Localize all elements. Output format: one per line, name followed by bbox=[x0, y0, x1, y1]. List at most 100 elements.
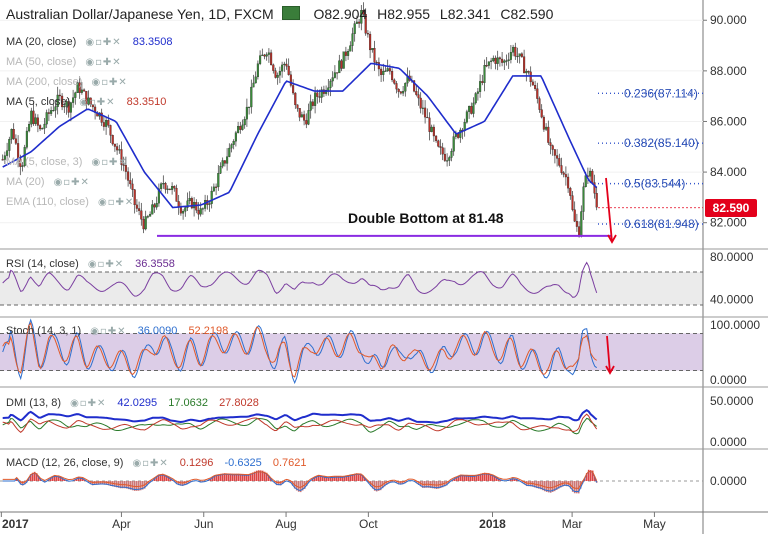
legend-buttons-icon[interactable]: ◉▫✚✕ bbox=[90, 326, 127, 337]
candlestick bbox=[19, 158, 22, 167]
macd-histogram-bar bbox=[331, 476, 334, 481]
macd-histogram-bar bbox=[363, 477, 366, 481]
candlestick bbox=[250, 86, 253, 108]
legend-buttons-icon[interactable]: ◉▫✚✕ bbox=[91, 77, 128, 88]
legend-macd[interactable]: MACD (12, 26, close, 9) ◉▫✚✕ 0.1296 -0.6… bbox=[6, 457, 307, 469]
legend-buttons-icon[interactable]: ◉▫✚✕ bbox=[53, 177, 90, 188]
candlestick bbox=[490, 60, 493, 62]
candlestick bbox=[199, 208, 202, 215]
candlestick bbox=[534, 85, 537, 89]
legend-buttons-icon[interactable]: ◉▫✚✕ bbox=[132, 458, 169, 469]
candlestick bbox=[144, 216, 147, 230]
macd-histogram-bar bbox=[509, 479, 512, 481]
legend-ma5[interactable]: MA (5, close) ◉▫✚✕ 83.3510 bbox=[6, 96, 166, 108]
candlestick bbox=[226, 156, 229, 164]
candlestick bbox=[369, 33, 372, 51]
candlestick bbox=[116, 146, 119, 151]
candlestick bbox=[153, 204, 156, 208]
legend-buttons-icon[interactable]: ◉▫✚✕ bbox=[98, 197, 135, 208]
macd-histogram-bar bbox=[21, 481, 24, 486]
fib-level-label: 0.382(85.140) bbox=[624, 136, 699, 150]
candlestick bbox=[184, 207, 187, 212]
candlestick bbox=[580, 211, 583, 237]
candlestick bbox=[384, 70, 387, 72]
candlestick bbox=[241, 124, 244, 130]
down-arrow bbox=[606, 335, 611, 374]
candlestick bbox=[259, 55, 262, 64]
candlestick bbox=[234, 132, 237, 142]
candlestick bbox=[21, 165, 24, 167]
candlestick bbox=[564, 174, 567, 178]
candlestick bbox=[179, 207, 182, 214]
macd-histogram-bar bbox=[19, 481, 22, 485]
legend-buttons-icon[interactable]: ◉▫✚✕ bbox=[91, 157, 128, 168]
candlestick bbox=[197, 210, 200, 215]
candlestick bbox=[551, 145, 554, 150]
indicator-tick-label: 0.0000 bbox=[710, 373, 747, 387]
macd-histogram-bar bbox=[337, 476, 340, 481]
candlestick bbox=[256, 63, 259, 78]
candlestick bbox=[74, 92, 77, 98]
candlestick bbox=[327, 87, 330, 91]
macd-histogram-bar bbox=[491, 474, 494, 481]
candlestick bbox=[309, 101, 312, 111]
candlestick bbox=[36, 117, 39, 126]
macd-histogram-bar bbox=[587, 469, 590, 481]
x-tick-label: Oct bbox=[359, 517, 378, 531]
legend-stoch[interactable]: Stoch (14, 3, 1) ◉▫✚✕ 36.0090 52.2198 bbox=[6, 325, 228, 337]
macd-histogram-bar bbox=[399, 481, 402, 485]
legend-ma20[interactable]: MA (20, close) ◉▫✚✕ 83.3508 bbox=[6, 36, 172, 48]
candlestick bbox=[83, 89, 86, 92]
candlestick bbox=[360, 10, 363, 24]
macd-line bbox=[2, 470, 598, 493]
macd-histogram-bar bbox=[385, 481, 388, 485]
legend-buttons-icon[interactable]: ◉▫✚✕ bbox=[85, 37, 122, 48]
macd-histogram-bar bbox=[277, 481, 280, 486]
candlestick bbox=[331, 77, 334, 82]
macd-histogram-bar bbox=[49, 477, 52, 481]
legend-ma5b[interactable]: MA (5, close, 3) ◉▫✚✕ bbox=[6, 156, 128, 168]
candlestick bbox=[351, 33, 354, 46]
candlestick bbox=[217, 173, 220, 188]
macd-histogram-bar bbox=[239, 473, 242, 481]
legend-ma50-label: MA (50, close) bbox=[6, 56, 77, 68]
candlestick bbox=[43, 123, 46, 129]
macd-histogram-bar bbox=[589, 470, 592, 481]
legend-rsi[interactable]: RSI (14, close) ◉▫✚✕ 36.3558 bbox=[6, 258, 175, 270]
candlestick bbox=[63, 106, 66, 108]
candlestick bbox=[142, 219, 145, 230]
legend-ma50[interactable]: MA (50, close) ◉▫✚✕ bbox=[6, 56, 122, 68]
legend-buttons-icon[interactable]: ◉▫✚✕ bbox=[70, 398, 107, 409]
candlestick bbox=[560, 165, 563, 173]
legend-buttons-icon[interactable]: ◉▫✚✕ bbox=[87, 259, 125, 270]
legend-ma200[interactable]: MA (200, close) ◉▫✚✕ bbox=[6, 76, 128, 88]
legend-dmi[interactable]: DMI (13, 8) ◉▫✚✕ 42.0295 17.0632 27.8028 bbox=[6, 397, 259, 409]
candlestick bbox=[131, 183, 134, 190]
legend-ema[interactable]: EMA (110, close) ◉▫✚✕ bbox=[6, 196, 134, 208]
candlestick bbox=[415, 91, 418, 95]
candlestick bbox=[135, 204, 138, 209]
legend-buttons-icon[interactable]: ◉▫✚✕ bbox=[85, 57, 122, 68]
candlestick bbox=[382, 71, 385, 75]
candlestick bbox=[371, 48, 374, 51]
close-value: C82.590 bbox=[500, 6, 554, 22]
macd-histogram-bar bbox=[211, 477, 214, 481]
candlestick bbox=[542, 116, 545, 130]
macd-histogram-bar bbox=[297, 481, 300, 492]
candlestick bbox=[175, 187, 178, 202]
macd-histogram-bar bbox=[401, 481, 404, 485]
candlestick bbox=[58, 94, 61, 97]
candlestick bbox=[336, 72, 339, 74]
legend-buttons-icon[interactable]: ◉▫✚✕ bbox=[79, 97, 116, 108]
macd-histogram-bar bbox=[355, 473, 358, 481]
last-price-badge: 82.590 bbox=[705, 199, 757, 217]
legend-ma20b[interactable]: MA (20) ◉▫✚✕ bbox=[6, 176, 90, 188]
macd-histogram-bar bbox=[87, 481, 90, 483]
macd-histogram-bar bbox=[161, 473, 164, 481]
candlestick bbox=[190, 198, 193, 209]
candlestick bbox=[435, 135, 438, 141]
legend-ma20-label: MA (20, close) bbox=[6, 36, 77, 48]
candlestick bbox=[107, 120, 110, 126]
x-tick-label: Jun bbox=[194, 517, 213, 531]
